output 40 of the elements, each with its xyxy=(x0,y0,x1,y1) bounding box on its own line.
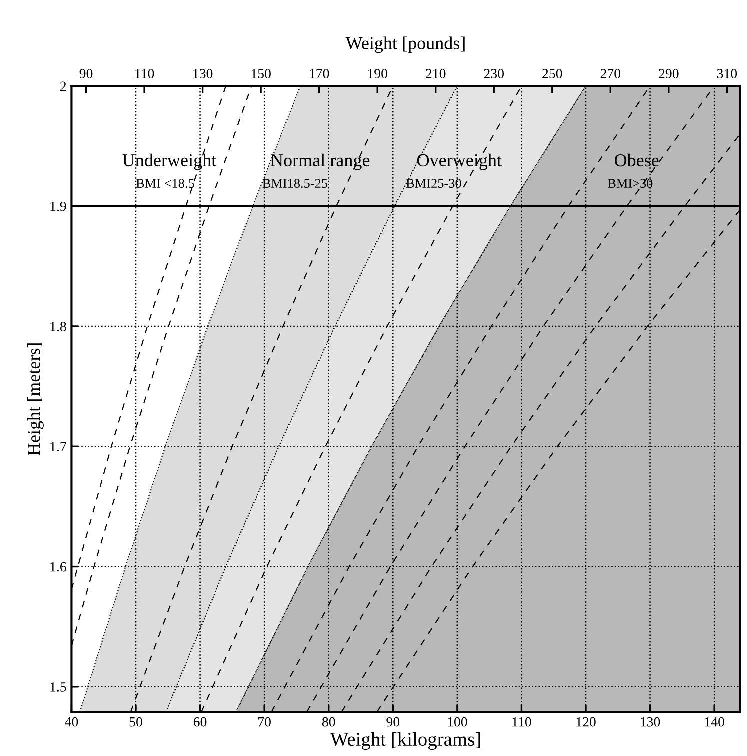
x-tick-label: 110 xyxy=(512,717,532,727)
y-tick-label: 2 xyxy=(60,82,66,92)
x2-tick-label: 290 xyxy=(659,69,679,78)
annotation: Obese xyxy=(614,154,659,167)
annotation: Underweight xyxy=(122,154,217,170)
x2-tick-label: 230 xyxy=(484,69,504,78)
x2-tick-label: 310 xyxy=(717,69,738,78)
annotation: Normal range xyxy=(271,154,370,170)
x-tick-label: 90 xyxy=(386,717,400,727)
x2-tick-label: 90 xyxy=(80,69,93,78)
x2-tick-label: 110 xyxy=(136,69,154,78)
x-tick-label: 100 xyxy=(448,717,468,727)
x-tick-label: 120 xyxy=(576,717,596,727)
y-tick-label: 1.7 xyxy=(50,442,66,452)
x2-tick-label: 210 xyxy=(426,69,446,78)
x2-tick-label: 150 xyxy=(252,69,271,78)
x2-tick-label: 130 xyxy=(194,69,213,78)
y-tick-label: 1.5 xyxy=(50,682,66,692)
x2-tick-label: 170 xyxy=(310,69,330,78)
annotation: BMI <18.5 xyxy=(136,179,194,188)
x-tick-label: 130 xyxy=(641,717,660,727)
x2-axis-title: Weight [pounds] xyxy=(346,36,465,54)
annotation: BMI25-30 xyxy=(406,179,462,188)
y-tick-label: 1.8 xyxy=(50,322,66,332)
y-axis-title: Height [meters] xyxy=(28,344,44,456)
x-tick-label: 50 xyxy=(130,717,142,727)
x-tick-label: 70 xyxy=(258,717,271,727)
x-tick-label: 40 xyxy=(65,717,78,727)
annotation: BMI>30 xyxy=(608,179,653,188)
y-tick-label: 1.6 xyxy=(50,562,66,572)
x-tick-label: 80 xyxy=(322,717,336,727)
x-tick-label: 60 xyxy=(194,717,207,727)
x2-tick-label: 250 xyxy=(542,69,562,78)
x-tick-label: 140 xyxy=(705,717,724,727)
x2-tick-label: 270 xyxy=(600,69,621,78)
annotation: Overweight xyxy=(418,154,502,170)
annotation: BMI18.5-25 xyxy=(262,179,328,188)
x-axis-title: Weight [kilograms] xyxy=(330,732,480,750)
x2-tick-label: 190 xyxy=(368,69,388,78)
y-tick-label: 1.9 xyxy=(50,202,66,212)
